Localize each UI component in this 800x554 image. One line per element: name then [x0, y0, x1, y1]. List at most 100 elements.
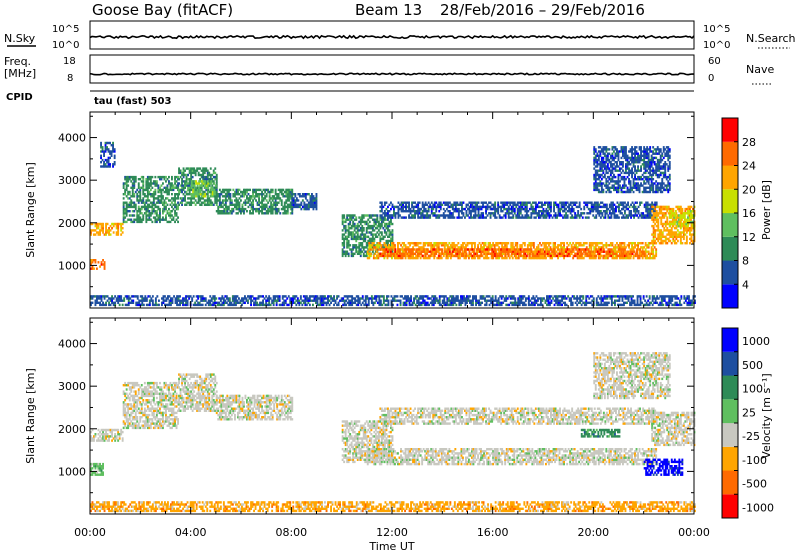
scatter-cell — [355, 250, 358, 253]
scatter-cell — [458, 254, 461, 258]
scatter-cell — [625, 254, 628, 258]
scatter-cell — [634, 254, 637, 258]
scatter-cell — [473, 250, 475, 253]
scatter-cell — [282, 195, 285, 198]
scatter-cell — [448, 205, 451, 209]
scatter-cell — [659, 184, 662, 187]
scatter-cell — [359, 220, 362, 224]
scatter-cell — [590, 207, 593, 211]
scatter-cell — [380, 237, 383, 241]
scatter-cell — [151, 220, 154, 224]
scatter-cell — [659, 186, 662, 189]
scatter-cell — [374, 218, 377, 221]
scatter-cell — [528, 250, 531, 253]
scatter-cell — [625, 150, 627, 153]
scatter-cell — [277, 197, 280, 200]
scatter-cell — [344, 218, 347, 221]
scatter-cell — [206, 171, 209, 175]
scatter-cell — [187, 201, 189, 204]
scatter-cell — [202, 167, 205, 170]
scatter-cell — [652, 244, 655, 247]
scatter-cell — [471, 210, 474, 213]
scatter-cell — [525, 212, 528, 215]
scatter-cell — [606, 171, 609, 175]
scatter-cell — [596, 188, 599, 192]
scatter-cell — [364, 222, 367, 226]
scatter-cell — [450, 203, 453, 206]
scatter-cell — [489, 244, 491, 247]
scatter-cell — [621, 212, 623, 215]
scatter-cell — [536, 203, 539, 206]
scatter-cell — [430, 212, 433, 215]
scatter-cell — [610, 201, 613, 204]
scatter-cell — [562, 205, 564, 209]
scatter-cell — [154, 210, 157, 213]
scatter-cell — [174, 205, 176, 209]
scatter-cell — [148, 178, 151, 181]
scatter-cell — [624, 210, 626, 213]
scatter-cell — [352, 224, 355, 228]
scatter-cell — [635, 171, 638, 175]
scatter-cell — [401, 250, 404, 253]
scatter-cell — [593, 252, 596, 255]
scatter-cell — [571, 248, 574, 251]
scatter-cell — [632, 246, 635, 249]
scatter-cell — [408, 248, 410, 251]
scatter-cell — [426, 210, 429, 213]
scatter-cell — [599, 216, 602, 219]
scatter-cell — [137, 186, 140, 189]
scatter-cell — [133, 218, 136, 221]
scatter-cell — [397, 250, 400, 253]
scatter-cell — [414, 205, 416, 209]
scatter-cell — [379, 235, 382, 238]
scatter-cell — [574, 203, 577, 206]
scatter-cell — [569, 242, 572, 245]
scatter-cell — [604, 216, 607, 219]
scatter-cell — [613, 156, 615, 160]
scatter-cell — [474, 252, 477, 255]
scatter-cell — [460, 244, 463, 247]
scatter-cell — [149, 214, 152, 217]
scatter-cell — [559, 214, 561, 217]
scatter-cell — [300, 195, 303, 198]
scatter-cell — [344, 220, 347, 224]
scatter-cell — [597, 173, 600, 177]
scatter-cell — [177, 195, 179, 198]
scatter-cell — [649, 205, 652, 209]
scatter-cell — [599, 212, 602, 215]
scatter-cell — [599, 184, 602, 187]
scatter-cell — [215, 195, 218, 198]
scatter-cell — [394, 212, 397, 215]
scatter-cell — [197, 190, 200, 194]
scatter-cell — [642, 254, 645, 258]
scatter-cell — [667, 188, 670, 192]
scatter-cell — [148, 210, 151, 213]
scatter-cell — [198, 195, 201, 198]
scatter-cell — [572, 207, 575, 211]
scatter-cell — [157, 207, 160, 211]
scatter-cell — [539, 214, 542, 217]
scatter-cell — [113, 163, 116, 166]
scatter-cell — [391, 214, 394, 217]
scatter-cell — [188, 188, 191, 192]
scatter-cell — [541, 203, 543, 206]
scatter-cell — [647, 246, 650, 249]
scatter-cell — [346, 239, 349, 243]
scatter-cell — [534, 212, 537, 215]
scatter-cell — [571, 210, 574, 213]
scatter-cell — [448, 201, 451, 204]
scatter-cell — [430, 242, 433, 245]
scatter-cell — [502, 246, 505, 249]
scatter-cell — [474, 246, 476, 249]
scatter-cell — [506, 210, 509, 213]
scatter-cell — [577, 212, 580, 215]
scatter-cell — [452, 250, 455, 253]
scatter-cell — [122, 220, 125, 224]
scatter-cell — [243, 188, 245, 192]
scatter-cell — [274, 197, 277, 200]
scatter-cell — [603, 244, 606, 247]
scatter-cell — [130, 203, 133, 206]
scatter-cell — [442, 216, 445, 219]
scatter-cell — [166, 188, 169, 192]
scatter-cell — [198, 193, 201, 196]
